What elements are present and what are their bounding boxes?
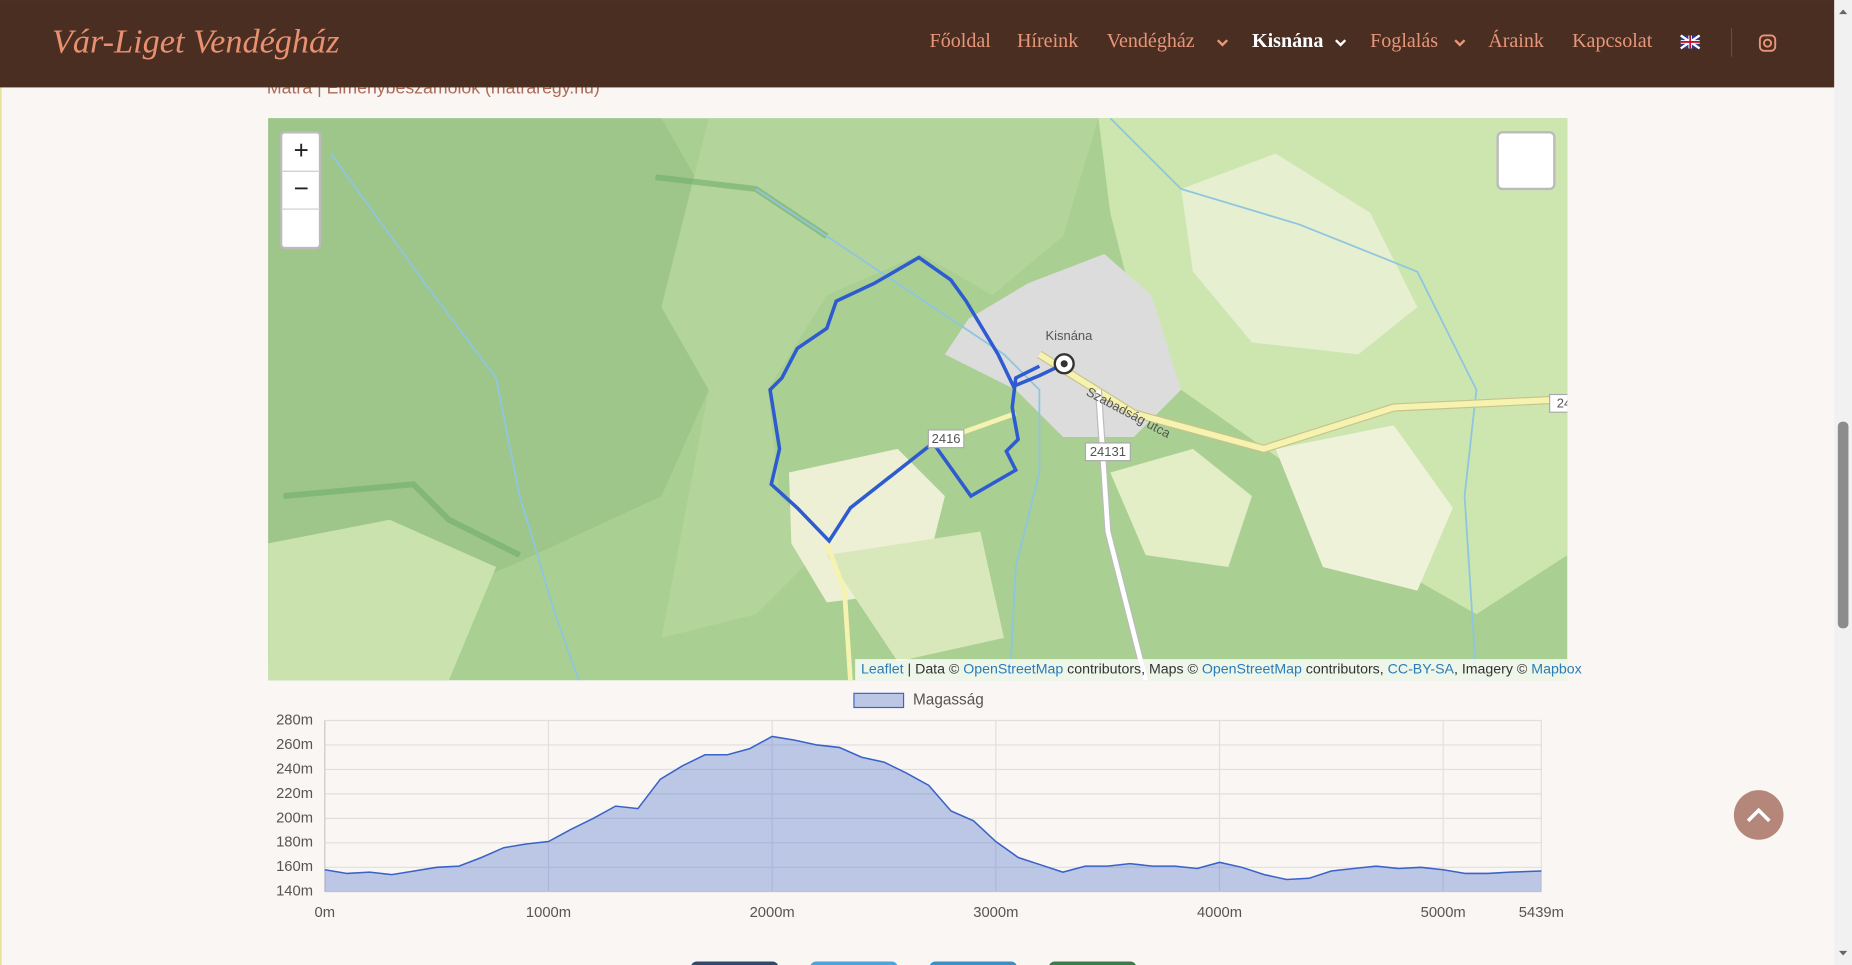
dropdown-chevron[interactable] (1454, 39, 1466, 47)
area-line (324, 735, 1542, 881)
header (0, 0, 1835, 88)
y-tick-label: 220m (276, 786, 313, 802)
attribution: Leaflet | Data © OpenStreetMap contribut… (861, 661, 1582, 677)
logo[interactable]: Vár-Liget Vendégház (52, 23, 340, 61)
link[interactable]: OpenStreetMap (1202, 661, 1302, 677)
area-fill (324, 736, 1542, 892)
text: , Imagery © (1454, 661, 1531, 677)
x-tick-label: 2000m (750, 905, 795, 921)
nav-link[interactable]: Főoldal (930, 30, 992, 52)
x-tick-label: 5000m (1421, 905, 1466, 921)
scrollbar[interactable] (1834, 0, 1852, 965)
left-border (0, 0, 2, 965)
map-label: Kisnána (1045, 328, 1093, 343)
bottom-buttons[interactable] (691, 961, 1136, 965)
y-tick-label: 180m (276, 835, 313, 851)
nav-link[interactable]: Áraink (1488, 29, 1545, 52)
dropdown-chevron[interactable] (1335, 39, 1347, 47)
y-tick-label: 280m (276, 712, 313, 728)
text: contributors, Maps © (1063, 661, 1202, 677)
x-tick-label: 5439m (1519, 905, 1564, 921)
y-tick-label: 160m (276, 859, 313, 875)
nav-link[interactable]: Kapcsolat (1572, 30, 1653, 52)
zoom-control: + − (279, 131, 322, 250)
legend-swatch (853, 692, 905, 709)
y-tick-label: 260m (276, 737, 313, 753)
nav-link[interactable]: Foglalás (1370, 30, 1438, 52)
text: | Data © (904, 661, 964, 677)
map[interactable]: Kisnána 2416 24131 Szabadság utca 24 (268, 118, 1573, 681)
instagram-icon[interactable] (1758, 34, 1777, 52)
map-label: 24131 (1090, 444, 1126, 459)
y-tick-label: 240m (276, 761, 313, 777)
scroll-top-button[interactable] (1733, 790, 1784, 840)
link[interactable]: CC-BY-SA (1388, 661, 1455, 677)
dropdown-chevron[interactable] (1216, 39, 1229, 47)
language-flag[interactable] (1680, 34, 1701, 50)
link[interactable]: Leaflet (861, 661, 904, 677)
text: contributors, (1302, 661, 1388, 677)
map-label: 24 (1557, 395, 1571, 410)
y-tick-label: 140m (276, 884, 313, 900)
route (768, 255, 1065, 544)
map-label: 2416 (932, 431, 961, 446)
nav-link[interactable]: Vendégház (1107, 30, 1195, 52)
y-tick-label: 200m (276, 810, 313, 826)
x-tick-label: 3000m (973, 905, 1018, 921)
link[interactable]: Mapbox (1531, 661, 1581, 677)
x-tick-label: 0m (315, 905, 336, 921)
layer-control[interactable] (1496, 131, 1556, 191)
attribution-bg (855, 659, 1568, 681)
x-tick-label: 4000m (1197, 905, 1242, 921)
legend-label: Magasság (913, 691, 984, 708)
zoom-out[interactable]: − (294, 173, 309, 203)
nav-link-active[interactable]: Kisnána (1252, 30, 1323, 52)
zoom-in[interactable]: + (294, 135, 309, 165)
x-tick-label: 1000m (526, 905, 571, 921)
nav-link[interactable]: Híreink (1017, 30, 1079, 52)
elevation-chart: 140m 160m 180m 200m 220m 240m 260m 280m 0m 1000m 2… (276, 691, 1564, 920)
link[interactable]: OpenStreetMap (963, 661, 1063, 677)
